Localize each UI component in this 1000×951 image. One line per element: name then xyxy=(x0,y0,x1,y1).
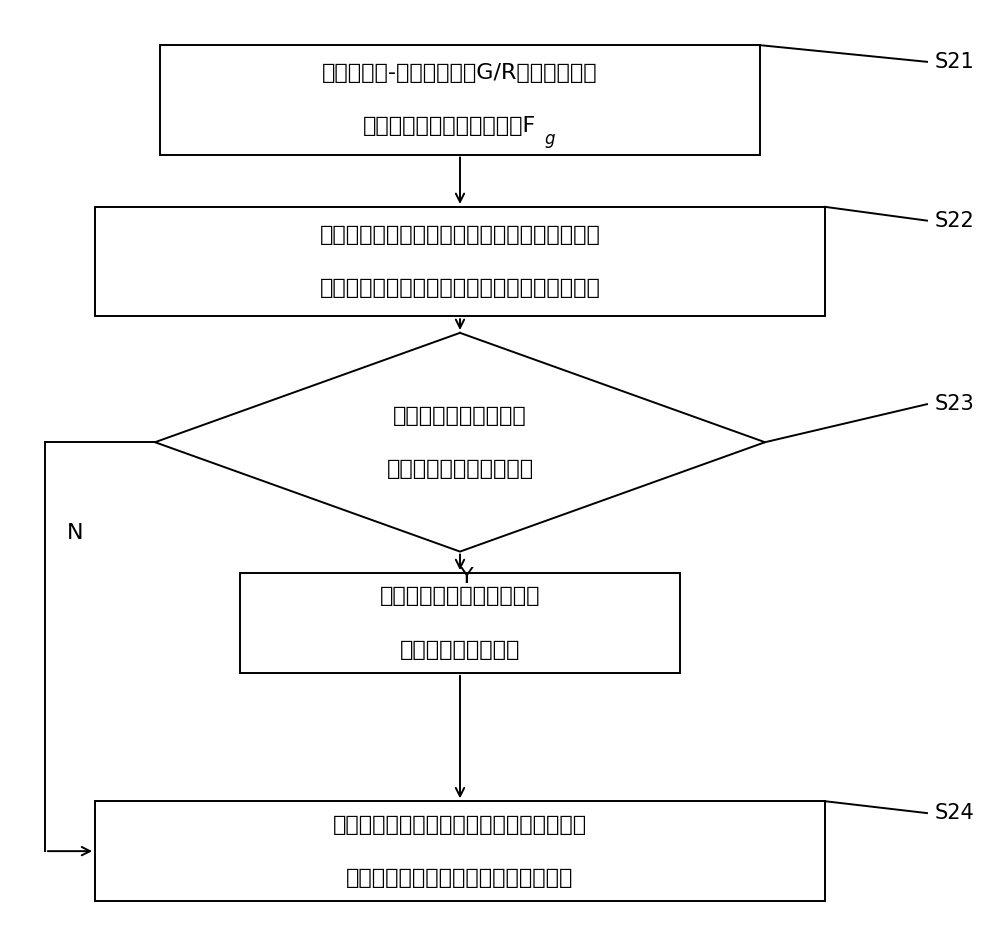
Text: 的距离进行拟合，生成初始修正因子场: 的距离进行拟合，生成初始修正因子场 xyxy=(346,867,574,888)
Text: S21: S21 xyxy=(935,51,975,72)
Polygon shape xyxy=(155,333,765,552)
Bar xyxy=(95,801,825,902)
Text: ，计算原始气象雷达降水累计数据的归一化残差: ，计算原始气象雷达降水累计数据的归一化残差 xyxy=(320,278,600,299)
Text: 观测误差与同一地理坐标网格到气象雷达间: 观测误差与同一地理坐标网格到气象雷达间 xyxy=(333,814,587,835)
Bar xyxy=(95,207,825,316)
Text: 判断归一化残差绝对值: 判断归一化残差绝对值 xyxy=(393,405,527,426)
Text: 利用原始气象雷达降水数据的观测误差及其均值: 利用原始气象雷达降水数据的观测误差及其均值 xyxy=(320,224,600,245)
Text: 象雷达降水数据的观测误差F: 象雷达降水数据的观测误差F xyxy=(363,116,537,137)
Text: S24: S24 xyxy=(935,803,975,824)
Text: S22: S22 xyxy=(935,210,975,231)
Bar xyxy=(240,573,680,673)
Text: N: N xyxy=(67,522,83,543)
Text: g: g xyxy=(545,130,555,147)
Text: S23: S23 xyxy=(935,394,975,415)
Text: 归一化残差绝对值大于设定: 归一化残差绝对值大于设定 xyxy=(380,586,540,607)
Text: Y: Y xyxy=(460,567,474,588)
Text: 阈值，则删除该数据: 阈值，则删除该数据 xyxy=(400,639,520,660)
Bar xyxy=(160,46,760,155)
Text: 利用雨量桶-气象雷达数据G/R对计算原始气: 利用雨量桶-气象雷达数据G/R对计算原始气 xyxy=(322,63,598,84)
Text: 与设定阈值间的数值大小: 与设定阈值间的数值大小 xyxy=(386,458,534,479)
